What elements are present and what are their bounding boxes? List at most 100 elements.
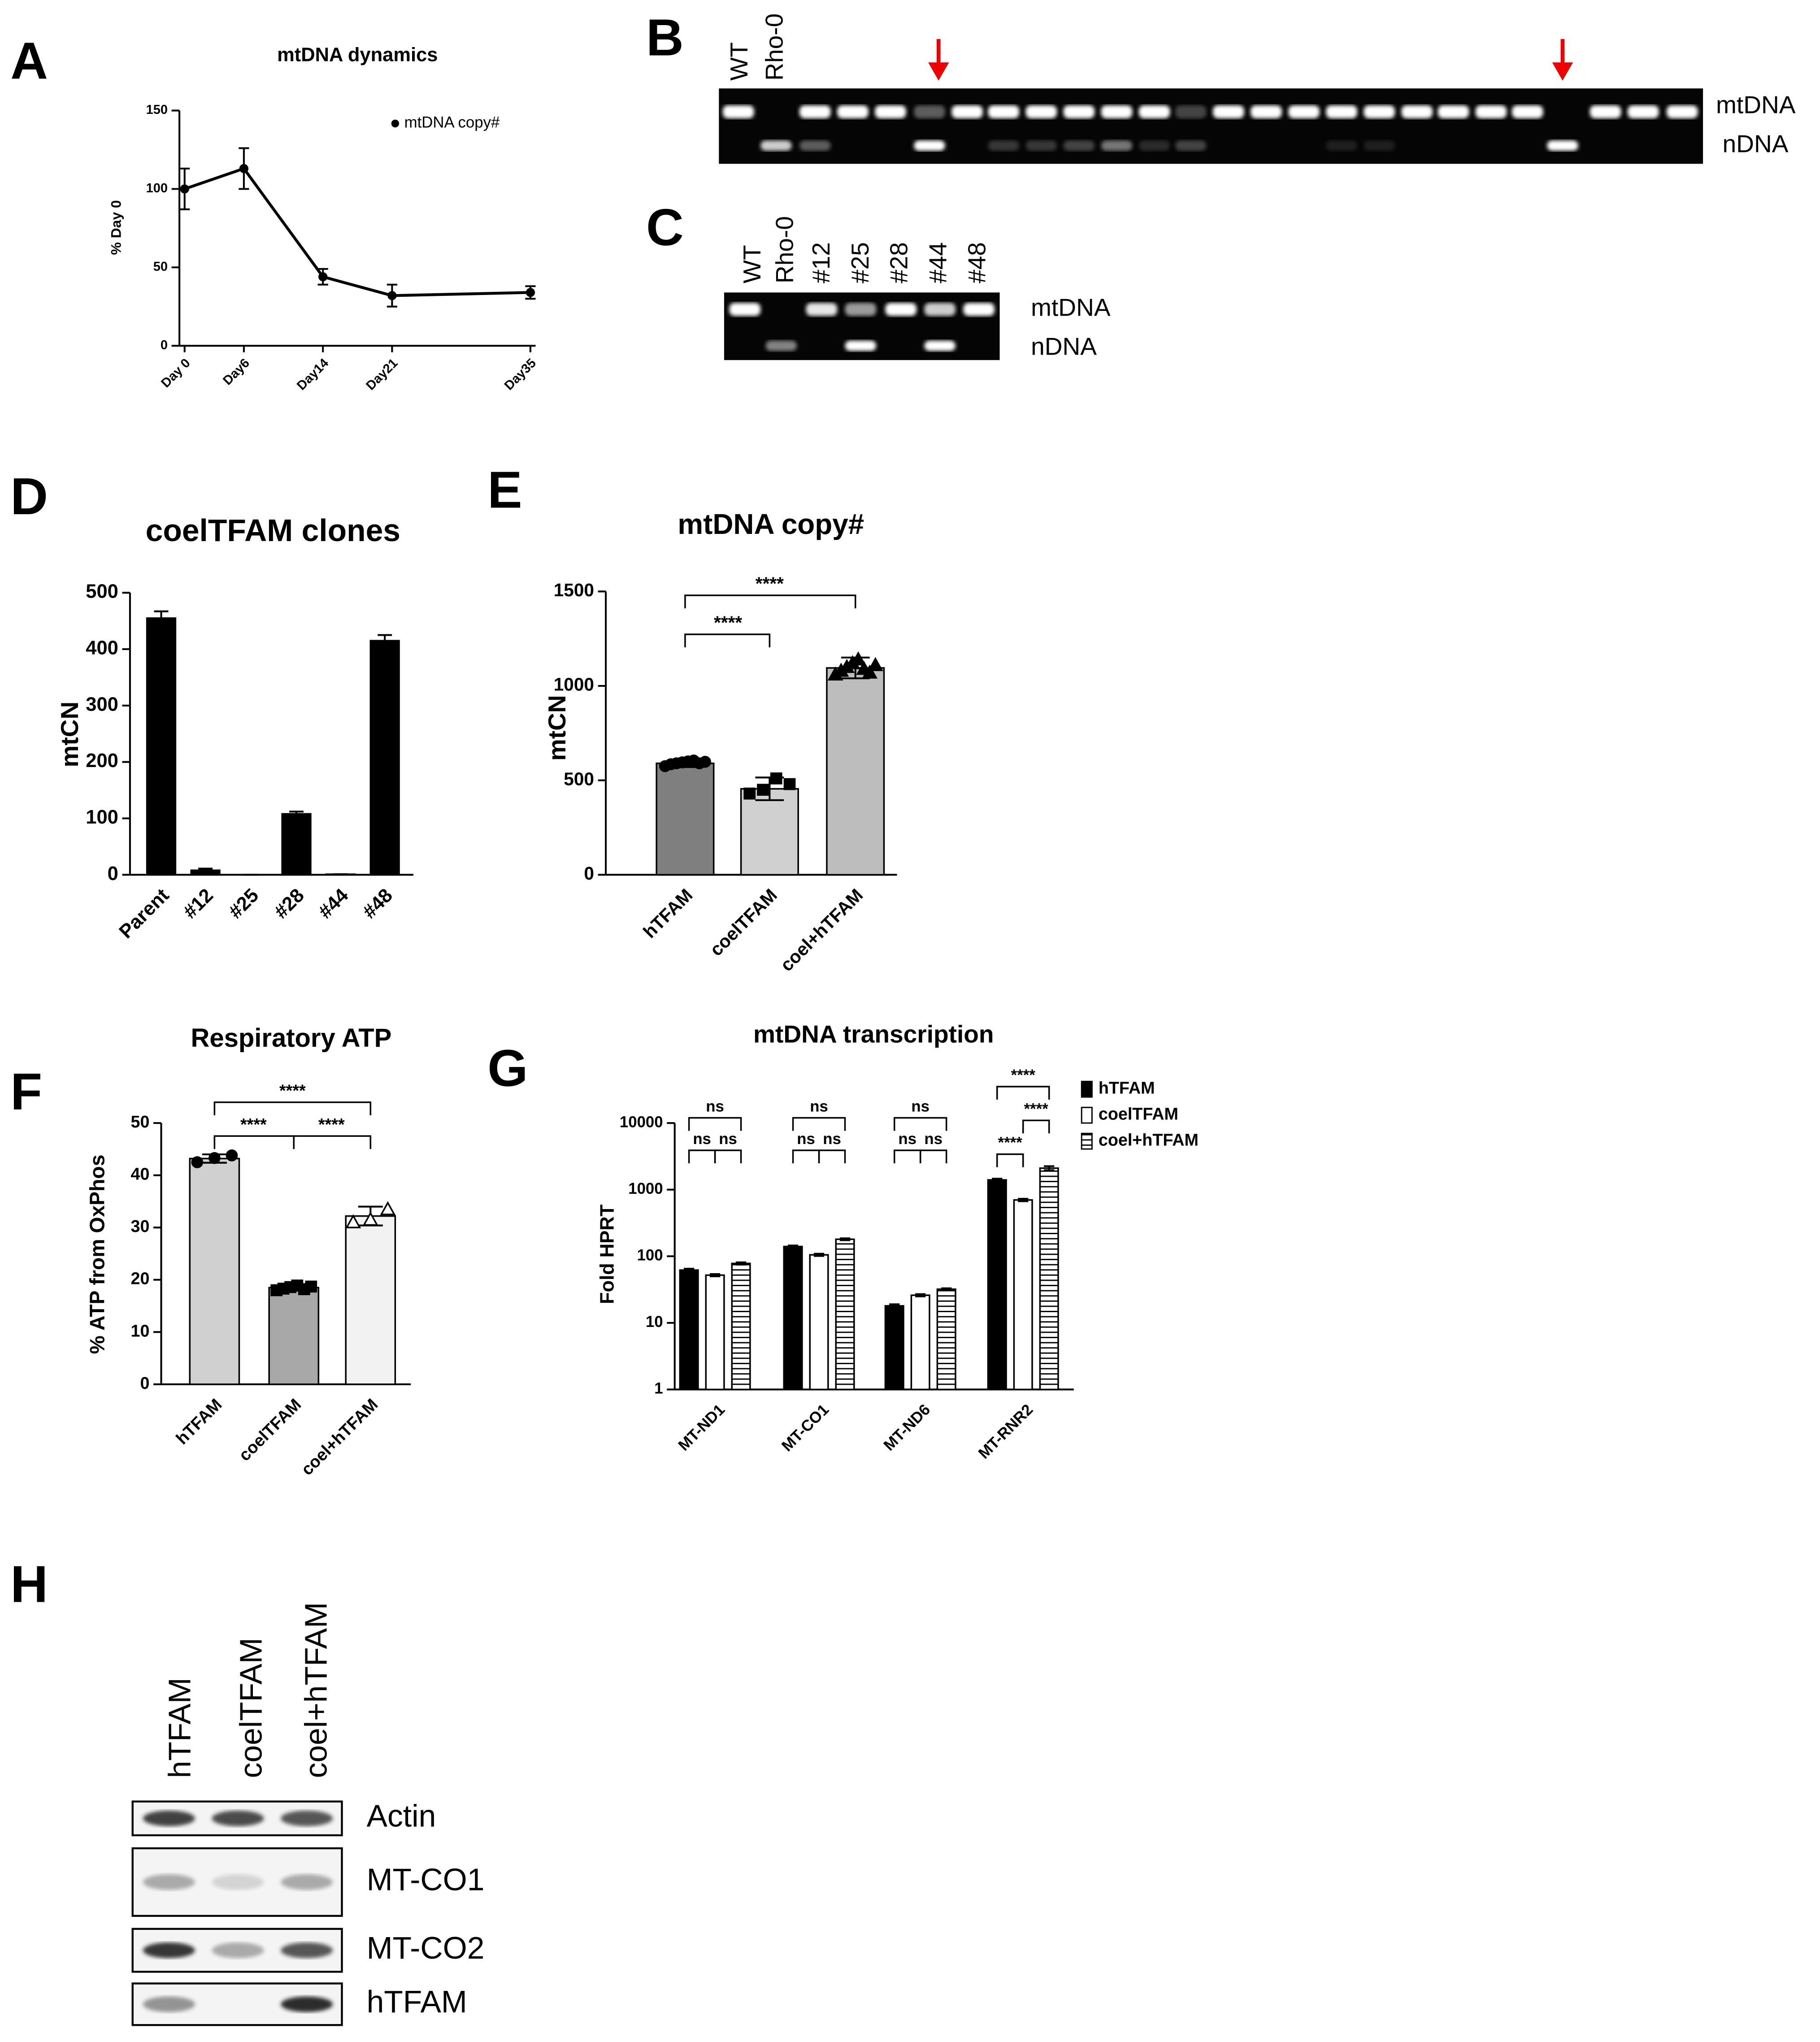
y-tick-label: 50 bbox=[153, 260, 168, 274]
y-tick-label: 300 bbox=[86, 694, 118, 715]
gel-band bbox=[1138, 140, 1170, 151]
blot-row-label: MT-CO1 bbox=[367, 1862, 485, 1897]
gel-band bbox=[924, 340, 956, 351]
band-label: mtDNA bbox=[1716, 91, 1796, 118]
significance-bracket bbox=[714, 1149, 742, 1163]
legend-swatch bbox=[1081, 1080, 1093, 1098]
gel-band bbox=[1175, 140, 1207, 151]
data-point bbox=[850, 651, 866, 666]
gel-band bbox=[1547, 140, 1578, 151]
blot-band bbox=[281, 1996, 333, 2012]
blot-row-label: Actin bbox=[367, 1799, 436, 1834]
x-tick-label: coel+hTFAM bbox=[776, 884, 867, 975]
blot-row-label: MT-CO2 bbox=[367, 1930, 485, 1965]
gel-band bbox=[988, 140, 1020, 151]
bar bbox=[835, 1238, 855, 1391]
significance-bracket bbox=[1022, 1119, 1050, 1134]
bar bbox=[740, 788, 799, 876]
blot-band bbox=[212, 1874, 264, 1890]
gel-band bbox=[914, 140, 945, 151]
y-tick-label: 400 bbox=[86, 637, 118, 659]
blot-band bbox=[143, 1874, 195, 1890]
chart-title: mtDNA transcription bbox=[753, 1020, 994, 1048]
data-point bbox=[239, 164, 249, 173]
x-tick-label: Day21 bbox=[363, 356, 400, 393]
blot-band bbox=[212, 1942, 264, 1958]
lane-label: Rho-0 bbox=[760, 13, 788, 81]
gel-band bbox=[799, 140, 831, 151]
blot-lane-label: coelTFAM bbox=[234, 1638, 269, 1778]
significance-bracket bbox=[213, 1101, 372, 1115]
gel-band bbox=[1364, 140, 1395, 151]
lane-label: WT bbox=[725, 42, 753, 81]
blot-band bbox=[281, 1874, 333, 1890]
y-axis-label: mtCN bbox=[56, 702, 83, 767]
panel-label: F bbox=[10, 1062, 42, 1121]
lane-label: #48 bbox=[963, 242, 991, 283]
gel-band bbox=[845, 340, 877, 351]
arrow-head bbox=[1552, 62, 1573, 81]
significance-bracket bbox=[293, 1135, 372, 1149]
panel-label: D bbox=[10, 467, 48, 525]
x-tick-label: Day6 bbox=[220, 356, 252, 388]
significance-label: **** bbox=[998, 1135, 1023, 1152]
x-tick-label: #12 bbox=[179, 884, 217, 923]
significance-label: **** bbox=[1024, 1101, 1049, 1118]
gel-band bbox=[1101, 105, 1133, 118]
panel-label: C bbox=[646, 198, 684, 256]
bar bbox=[809, 1254, 829, 1391]
data-point bbox=[387, 291, 397, 300]
panel-label: H bbox=[10, 1555, 48, 1613]
significance-label: ns bbox=[797, 1131, 815, 1148]
x-tick-label: Day14 bbox=[294, 356, 331, 393]
bar bbox=[826, 667, 885, 876]
y-tick-label: 20 bbox=[130, 1269, 149, 1288]
significance-label: ns bbox=[719, 1131, 737, 1148]
significance-label: ns bbox=[924, 1131, 943, 1148]
significance-bracket bbox=[996, 1153, 1024, 1167]
x-tick-label: Day35 bbox=[502, 356, 539, 393]
y-tick-label: 40 bbox=[130, 1165, 149, 1184]
bar bbox=[281, 813, 312, 876]
gel-band bbox=[1401, 105, 1433, 118]
y-tick-label: 0 bbox=[584, 863, 594, 884]
bar bbox=[345, 1215, 396, 1385]
gel-band bbox=[1063, 105, 1095, 118]
gel-band bbox=[885, 303, 917, 316]
bar bbox=[656, 762, 715, 876]
significance-bracket bbox=[688, 1117, 742, 1131]
x-tick-label: hTFAM bbox=[639, 884, 696, 942]
legend-swatch bbox=[1081, 1132, 1093, 1150]
significance-bracket bbox=[818, 1149, 846, 1163]
gel-band bbox=[1138, 105, 1170, 118]
blot-band bbox=[281, 1810, 333, 1826]
lane-label: #12 bbox=[807, 242, 835, 283]
significance-label: **** bbox=[714, 612, 742, 633]
y-tick-label: 1000 bbox=[554, 674, 594, 695]
y-tick-label: 150 bbox=[146, 103, 168, 117]
gel-band bbox=[1326, 105, 1357, 118]
significance-bracket bbox=[893, 1149, 921, 1163]
y-tick-label: 100 bbox=[86, 806, 118, 828]
panel-label: G bbox=[487, 1039, 528, 1097]
gel-band bbox=[1512, 105, 1543, 118]
gel-band bbox=[924, 303, 956, 316]
significance-label: **** bbox=[1011, 1067, 1036, 1084]
bar bbox=[1013, 1199, 1033, 1391]
data-point bbox=[180, 184, 189, 194]
gel-band bbox=[1025, 140, 1057, 151]
y-axis-label: % Day 0 bbox=[108, 200, 124, 255]
significance-label: ns bbox=[810, 1098, 828, 1115]
gel-band bbox=[723, 105, 754, 118]
blot-row-label: hTFAM bbox=[367, 1984, 467, 2019]
significance-label: ns bbox=[706, 1098, 724, 1115]
gel-band bbox=[1101, 140, 1133, 151]
gel-band bbox=[799, 105, 831, 118]
significance-bracket bbox=[213, 1135, 295, 1149]
bar bbox=[369, 640, 400, 876]
data-point bbox=[862, 664, 878, 679]
legend-label: coel+hTFAM bbox=[1099, 1131, 1199, 1149]
bar bbox=[705, 1274, 725, 1391]
significance-label: ns bbox=[823, 1131, 841, 1148]
